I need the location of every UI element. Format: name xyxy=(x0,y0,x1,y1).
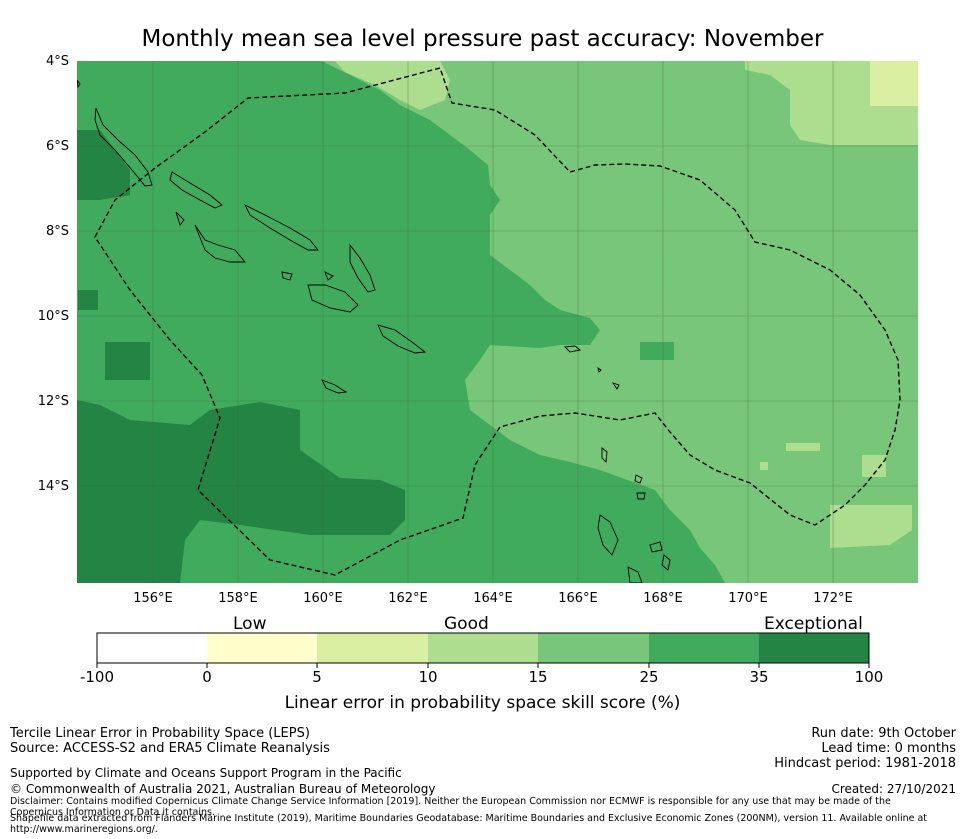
skill-region-35-100-nw xyxy=(77,130,130,200)
skill-patch xyxy=(862,455,886,477)
island-santa-isabel xyxy=(243,203,319,251)
island-makira xyxy=(377,324,427,354)
island-choiseul xyxy=(169,171,223,209)
colorbar-bin xyxy=(759,633,869,663)
colorbar-tick-label: 10 xyxy=(418,668,438,686)
skill-field xyxy=(77,61,918,583)
island-malekula xyxy=(627,566,643,583)
lat-label: 6°S xyxy=(45,139,69,154)
lon-label: 164°E xyxy=(473,591,513,606)
run-date: Run date: 9th October xyxy=(811,726,956,741)
lon-label: 170°E xyxy=(728,591,768,606)
footer-source: Source: ACCESS-S2 and ERA5 Climate Reana… xyxy=(10,741,330,756)
island-bougainville xyxy=(94,107,153,187)
skill-region-35-100 xyxy=(105,342,150,380)
lon-label: 160°E xyxy=(303,591,343,606)
island-small xyxy=(175,211,185,226)
island-santa-cruz xyxy=(564,345,582,353)
island-small xyxy=(634,474,643,484)
colorbar xyxy=(96,632,870,668)
chart-title: Monthly mean sea level pressure past acc… xyxy=(141,26,824,52)
lead-time: Lead time: 0 months xyxy=(821,741,956,756)
island-small xyxy=(601,447,608,463)
lon-label: 172°E xyxy=(813,591,853,606)
island-small xyxy=(597,366,602,373)
colorbar-tick-label: 100 xyxy=(854,668,884,686)
eez-boundary xyxy=(94,67,901,576)
island-small xyxy=(661,554,671,571)
lon-label: 168°E xyxy=(643,591,683,606)
skill-region-10-15-se xyxy=(830,505,912,548)
colorbar-bin xyxy=(97,633,207,663)
lat-label: 10°S xyxy=(37,309,69,324)
colorbar-tick-label: 25 xyxy=(639,668,659,686)
colorbar-bin xyxy=(649,633,759,663)
colorbar-ticks xyxy=(96,663,870,668)
colorbar-tick-label: 0 xyxy=(202,668,212,686)
skill-region-5-10 xyxy=(870,61,918,106)
disclaimer: Disclaimer: Contains modified Copernicus… xyxy=(10,796,891,818)
category-label-good: Good xyxy=(444,614,489,634)
footer-supported: Supported by Climate and Oceans Support … xyxy=(10,766,402,780)
skill-region-35-100-sw xyxy=(77,400,405,583)
lat-label: 8°S xyxy=(45,224,69,239)
lon-label: 158°E xyxy=(218,591,258,606)
skill-patch xyxy=(786,443,820,451)
coastlines xyxy=(77,79,671,583)
island-small xyxy=(281,271,293,281)
footer-method: Tercile Linear Error in Probability Spac… xyxy=(10,726,310,741)
lon-label: 166°E xyxy=(558,591,598,606)
colorbar-tick-label: -100 xyxy=(79,668,115,686)
colorbar-tick-label: 15 xyxy=(528,668,548,686)
colorbar-title: Linear error in probability space skill … xyxy=(284,693,681,713)
island-guadalcanal xyxy=(307,284,359,313)
lat-label: 12°S xyxy=(37,394,69,409)
island-new-georgia xyxy=(194,224,246,263)
skill-patch xyxy=(640,342,674,360)
shapefile-credit: Shapefile data extracted from Flanders M… xyxy=(10,813,928,835)
colorbar-bin xyxy=(317,633,428,663)
skill-region-15-25 xyxy=(322,61,918,583)
colorbar-bin xyxy=(428,633,538,663)
category-label-low: Low xyxy=(233,614,267,634)
island-small xyxy=(77,79,81,89)
category-label-exceptional: Exceptional xyxy=(764,614,863,634)
created-date: Created: 27/10/2021 xyxy=(831,782,956,796)
island-efate xyxy=(649,541,663,553)
colorbar-tick-label: 5 xyxy=(312,668,322,686)
colorbar-tick-label: 35 xyxy=(749,668,769,686)
hindcast-period: Hindcast period: 1981-2018 xyxy=(774,756,956,771)
colorbar-bin xyxy=(538,633,649,663)
skill-patch xyxy=(760,462,768,470)
lon-label: 156°E xyxy=(133,591,173,606)
gridlines xyxy=(77,61,918,583)
lat-label: 4°S xyxy=(45,54,69,69)
colorbar-outline xyxy=(96,632,870,664)
lat-label: 14°S xyxy=(37,479,69,494)
skill-region-35-100 xyxy=(78,290,98,310)
colorbar-bin xyxy=(207,633,317,663)
lon-label: 162°E xyxy=(388,591,428,606)
island-small xyxy=(324,271,334,281)
island-small xyxy=(611,382,620,390)
island-espiritu-santo xyxy=(597,514,619,556)
island-small xyxy=(636,492,646,500)
island-malaita xyxy=(349,243,376,293)
footer-copyright: © Commonwealth of Australia 2021, Austra… xyxy=(10,782,436,796)
island-rennell xyxy=(321,379,348,394)
